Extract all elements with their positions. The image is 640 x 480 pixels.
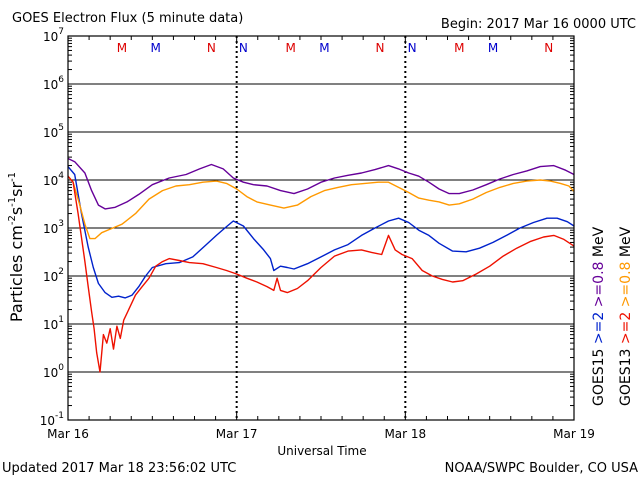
- local-time-marker: M: [454, 41, 464, 55]
- legend-goes13: GOES13 >=2 >=0.8 MeV: [618, 226, 634, 406]
- series-line-3: [67, 175, 575, 240]
- y-tick-label: 10-1: [40, 411, 64, 428]
- x-tick-label: Mar 17: [216, 427, 258, 441]
- x-tick-label: Mar 18: [384, 427, 426, 441]
- local-time-marker: N: [239, 41, 248, 55]
- x-axis-label: Universal Time: [277, 444, 366, 458]
- y-axis-label: Particles cm-2s-1sr-1: [7, 172, 26, 322]
- local-time-marker: M: [151, 41, 161, 55]
- svg-text:Particles cm-2s-1sr-1: Particles cm-2s-1sr-1: [7, 172, 26, 322]
- local-time-marker: N: [408, 41, 417, 55]
- data-source: NOAA/SWPC Boulder, CO USA: [445, 461, 638, 476]
- y-tick-label: 106: [43, 75, 64, 92]
- x-tick-label: Mar 19: [553, 427, 595, 441]
- series-line-2: [67, 166, 575, 299]
- local-time-marker: M: [319, 41, 329, 55]
- y-tick-label: 100: [43, 363, 64, 380]
- updated-time: Updated 2017 Mar 18 23:56:02 UTC: [2, 461, 236, 476]
- y-tick-label: 103: [43, 219, 64, 236]
- y-tick-label: 101: [43, 315, 64, 332]
- y-tick-label: 102: [43, 267, 64, 284]
- series-line-4: [67, 175, 575, 373]
- begin-time: Begin: 2017 Mar 16 0000 UTC: [441, 17, 636, 32]
- local-time-marker: N: [207, 41, 216, 55]
- local-time-marker: N: [376, 41, 385, 55]
- plot-area: 10-1 100 101 102 103 104 105 106 107 Mar 16 Mar 17…: [40, 27, 595, 441]
- local-time-marker: M: [117, 41, 127, 55]
- local-time-marker: N: [544, 41, 553, 55]
- series-line-1: [67, 157, 575, 210]
- x-tick-label: Mar 16: [47, 427, 89, 441]
- chart-title: GOES Electron Flux (5 minute data): [12, 11, 243, 26]
- local-time-marker: M: [488, 41, 498, 55]
- plot-border: [67, 35, 575, 421]
- local-time-marker: M: [285, 41, 295, 55]
- y-tick-label: 104: [43, 171, 64, 188]
- series-legend: GOES15 >=2 >=0.8 MeV GOES13 >=2 >=0.8 MeV: [591, 226, 634, 406]
- y-tick-label: 105: [43, 123, 64, 140]
- legend-goes15: GOES15 >=2 >=0.8 MeV: [591, 226, 607, 406]
- y-tick-label: 107: [43, 27, 64, 44]
